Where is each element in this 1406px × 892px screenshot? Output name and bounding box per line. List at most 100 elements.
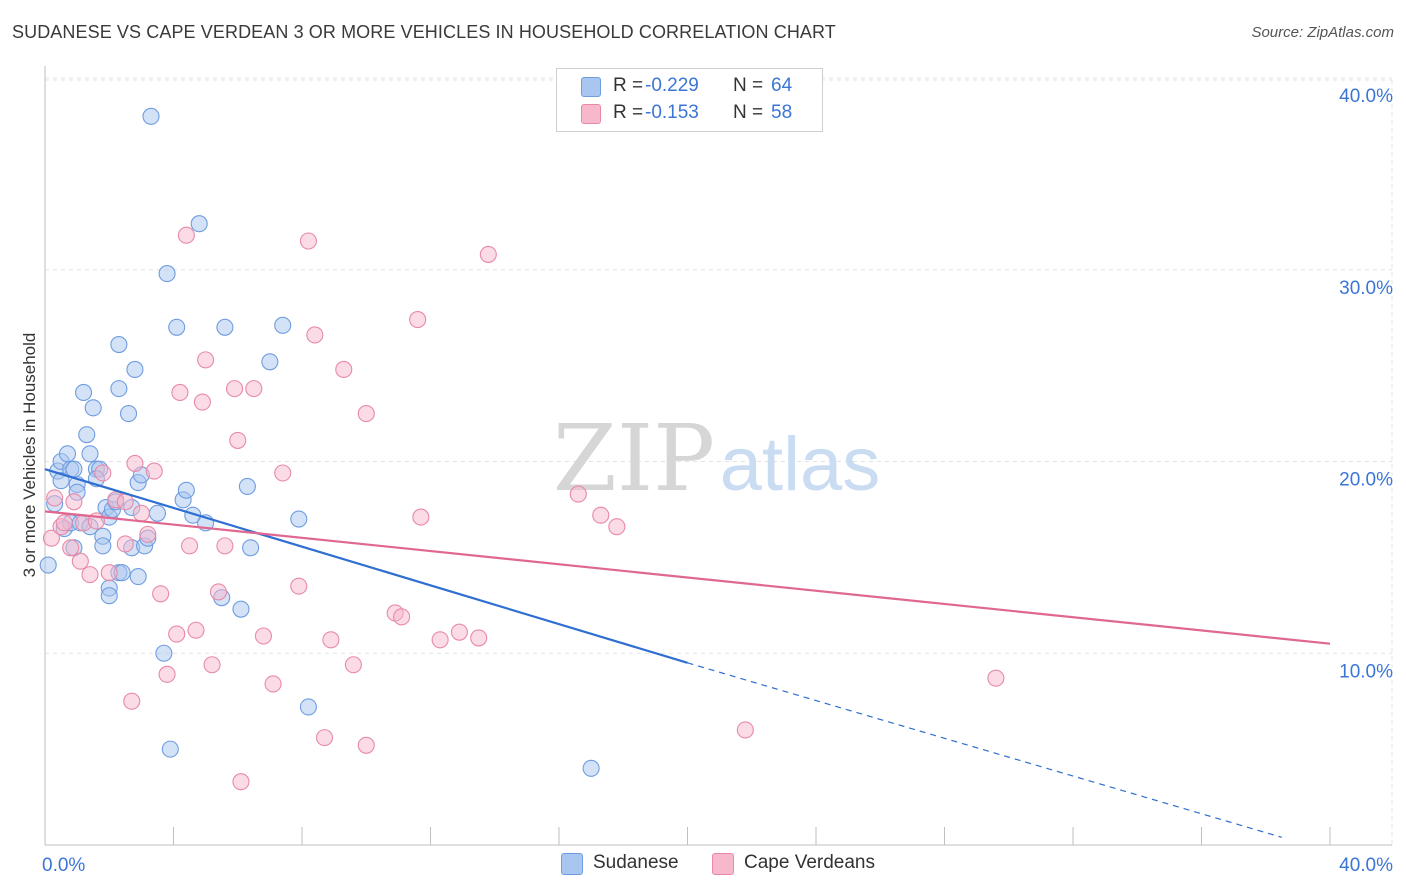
legend-n-label: N = <box>733 75 764 96</box>
watermark-atlas: atlas <box>720 422 881 507</box>
point-sudanese <box>119 405 138 423</box>
point-cape-verdeans <box>197 351 215 369</box>
bottom-legend-swatch-cape-verdeans <box>712 853 734 875</box>
point-sudanese <box>148 504 166 522</box>
point-sudanese <box>582 759 600 777</box>
point-cape-verdeans <box>736 721 754 739</box>
point-cape-verdeans <box>65 493 83 511</box>
point-cape-verdeans <box>232 773 250 791</box>
point-sudanese <box>232 600 250 618</box>
point-sudanese <box>78 426 96 444</box>
point-cape-verdeans <box>193 393 211 411</box>
point-sudanese <box>110 380 128 398</box>
legend-n-label: N = <box>733 102 764 123</box>
point-cape-verdeans <box>592 506 610 524</box>
point-cape-verdeans <box>299 232 317 250</box>
point-cape-verdeans <box>254 627 273 645</box>
y-tick-label: 10.0% <box>1339 661 1393 682</box>
point-cape-verdeans <box>569 485 587 503</box>
point-cape-verdeans <box>357 405 375 423</box>
grid-lines <box>45 77 1393 845</box>
stats-legend: R = -0.229 N = 64 R = -0.153 N = 58 <box>556 68 823 132</box>
point-sudanese <box>100 587 118 605</box>
point-sudanese <box>39 556 57 574</box>
axes <box>44 66 1392 846</box>
point-cape-verdeans <box>306 326 324 344</box>
point-sudanese <box>58 445 77 463</box>
point-sudanese <box>129 567 147 586</box>
chart-title: SUDANESE VS CAPE VERDEAN 3 OR MORE VEHIC… <box>12 22 836 42</box>
point-sudanese <box>155 644 173 662</box>
legend-r-value: -0.229 <box>645 75 699 96</box>
legend-r-label: R = <box>613 75 644 96</box>
point-cape-verdeans <box>229 431 247 449</box>
point-cape-verdeans <box>145 462 163 480</box>
point-cape-verdeans <box>357 736 375 754</box>
point-cape-verdeans <box>139 525 157 543</box>
point-sudanese <box>81 445 99 463</box>
point-sudanese <box>84 399 102 417</box>
x-tick-label: 0.0% <box>42 855 85 876</box>
point-cape-verdeans <box>290 577 308 595</box>
bottom-legend-label: Sudanese <box>593 852 679 873</box>
point-cape-verdeans <box>177 226 195 244</box>
point-cape-verdeans <box>116 535 134 553</box>
point-cape-verdeans <box>479 245 497 263</box>
point-cape-verdeans <box>315 729 334 747</box>
point-cape-verdeans <box>987 669 1005 687</box>
point-cape-verdeans <box>168 625 186 643</box>
point-cape-verdeans <box>94 464 112 482</box>
point-cape-verdeans <box>450 623 468 641</box>
point-cape-verdeans <box>42 529 60 547</box>
point-cape-verdeans <box>187 621 205 639</box>
point-sudanese <box>110 335 128 354</box>
point-sudanese <box>290 510 308 528</box>
point-sudanese <box>177 481 195 499</box>
source-label: Source: ZipAtlas.com <box>1251 24 1394 41</box>
point-sudanese <box>261 353 279 371</box>
point-sudanese <box>190 215 208 233</box>
point-cape-verdeans <box>71 552 89 570</box>
point-cape-verdeans <box>412 508 430 526</box>
point-sudanese <box>142 107 160 125</box>
data-points <box>39 107 1005 791</box>
point-sudanese <box>65 460 83 478</box>
trend-line-cape-verdeans <box>44 510 1331 645</box>
bottom-legend-swatch-sudanese <box>561 853 583 875</box>
y-tick-label: 20.0% <box>1339 470 1393 491</box>
point-sudanese <box>242 539 260 557</box>
point-cape-verdeans <box>344 656 362 674</box>
point-sudanese <box>52 472 70 490</box>
y-tick-label: 30.0% <box>1339 278 1393 299</box>
tick-labels: 10.0% 20.0% 30.0% 40.0% 0.0% 40.0% <box>42 86 1393 876</box>
point-sudanese <box>299 698 317 716</box>
point-cape-verdeans <box>335 360 353 379</box>
point-cape-verdeans <box>431 631 449 649</box>
point-cape-verdeans <box>81 566 99 584</box>
point-cape-verdeans <box>152 585 170 603</box>
point-sudanese <box>158 265 176 283</box>
trend-line-sudanese <box>44 468 688 664</box>
legend-swatch-sudanese <box>581 77 601 97</box>
watermark: ZIP atlas <box>553 405 880 512</box>
trend-lines <box>44 468 1331 838</box>
point-cape-verdeans <box>264 675 282 693</box>
point-cape-verdeans <box>216 537 234 555</box>
legend-n-value: 58 <box>771 102 793 123</box>
legend-r-value: -0.153 <box>645 102 699 123</box>
point-cape-verdeans <box>55 514 73 532</box>
point-cape-verdeans <box>274 464 292 482</box>
point-cape-verdeans <box>181 537 199 555</box>
trend-line-sudanese-extension <box>687 662 1282 838</box>
point-cape-verdeans <box>100 564 118 582</box>
point-cape-verdeans <box>225 380 244 398</box>
point-cape-verdeans <box>203 656 221 674</box>
point-cape-verdeans <box>393 608 411 626</box>
point-cape-verdeans <box>126 454 144 472</box>
legend-r-label: R = <box>613 102 644 123</box>
point-cape-verdeans <box>46 489 64 507</box>
point-sudanese <box>238 477 256 495</box>
legend-n-value: 64 <box>771 75 793 96</box>
point-cape-verdeans <box>608 518 626 536</box>
